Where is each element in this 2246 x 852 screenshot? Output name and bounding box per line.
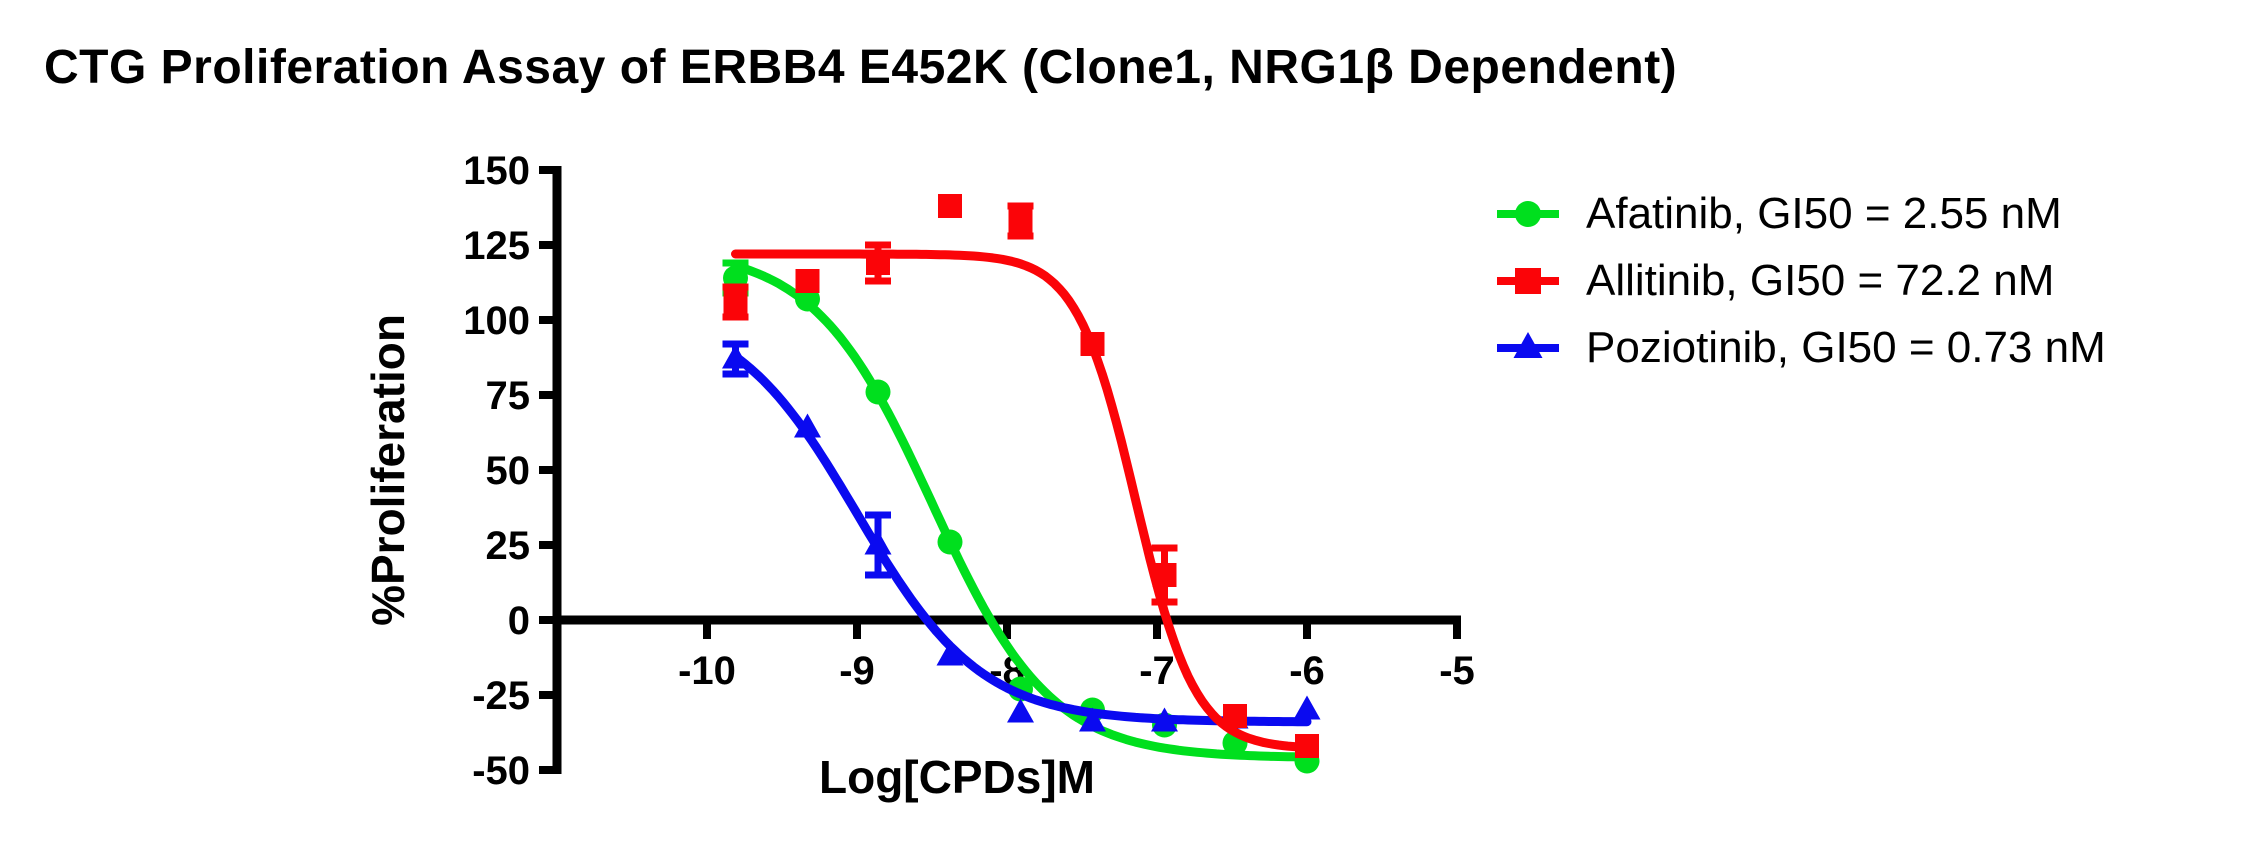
x-tick-label: -10 (678, 649, 736, 693)
poziotinib-marker (936, 641, 964, 666)
allitinib-marker (1223, 704, 1247, 728)
allitinib-curve (731, 249, 1312, 752)
allitinib-marker (866, 251, 890, 275)
chart-title: CTG Proliferation Assay of ERBB4 E452K (… (44, 41, 1678, 94)
poziotinib-marker (722, 344, 749, 369)
y-tick-label: 25 (486, 524, 531, 568)
legend-label: Afatinib, GI50 = 2.55 nM (1586, 188, 2062, 238)
allitinib-marker (795, 269, 820, 293)
afatinib-curve (731, 261, 1312, 762)
y-tick-label: 75 (486, 374, 531, 418)
allitinib-marker (938, 194, 962, 218)
y-axis-label: %Proliferation (362, 314, 414, 626)
x-axis-label: Log[CPDs]M (819, 751, 1095, 803)
poziotinib-marker (1007, 698, 1034, 723)
legend-label: Poziotinib, GI50 = 0.73 nM (1586, 322, 2106, 372)
y-tick-label: 150 (463, 149, 530, 193)
y-tick-label: 50 (486, 449, 531, 493)
legend-label: Allitinib, GI50 = 72.2 nM (1586, 255, 2055, 305)
legend-item-allitinib: Allitinib, GI50 = 72.2 nM (1494, 247, 2106, 314)
series-allitinib (722, 194, 1319, 758)
legend: Afatinib, GI50 = 2.55 nM Allitinib, GI50 … (1494, 180, 2106, 381)
x-tick-label: -6 (1289, 649, 1325, 693)
poziotinib-marker (1151, 707, 1178, 732)
x-tick-label: -7 (1139, 649, 1175, 693)
y-tick-label: 100 (463, 299, 530, 343)
y-tick-label: 125 (463, 224, 530, 268)
legend-item-afatinib: Afatinib, GI50 = 2.55 nM (1494, 180, 2106, 247)
legend-item-poziotinib: Poziotinib, GI50 = 0.73 nM (1494, 314, 2106, 381)
afatinib-marker (937, 529, 963, 555)
circle-marker-icon (1497, 200, 1559, 227)
x-tick-label: -9 (839, 649, 875, 693)
x-tick-label: -5 (1439, 649, 1475, 693)
y-tick-label: 0 (508, 599, 530, 643)
poziotinib-curve (731, 352, 1312, 727)
afatinib-marker (865, 379, 891, 405)
y-tick-label: -25 (472, 674, 530, 718)
allitinib-marker (1008, 209, 1033, 233)
poziotinib-marker (864, 530, 892, 555)
poziotinib-marker (1293, 695, 1321, 720)
y-tick-label: -50 (472, 749, 530, 793)
allitinib-marker (1295, 734, 1319, 758)
square-marker-icon (1497, 267, 1559, 294)
allitinib-marker (723, 290, 748, 314)
poziotinib-marker (794, 413, 821, 438)
poziotinib-marker (1079, 707, 1106, 732)
triangle-marker-icon (1497, 331, 1559, 358)
allitinib-marker (1080, 332, 1105, 356)
allitinib-marker (1152, 563, 1177, 587)
